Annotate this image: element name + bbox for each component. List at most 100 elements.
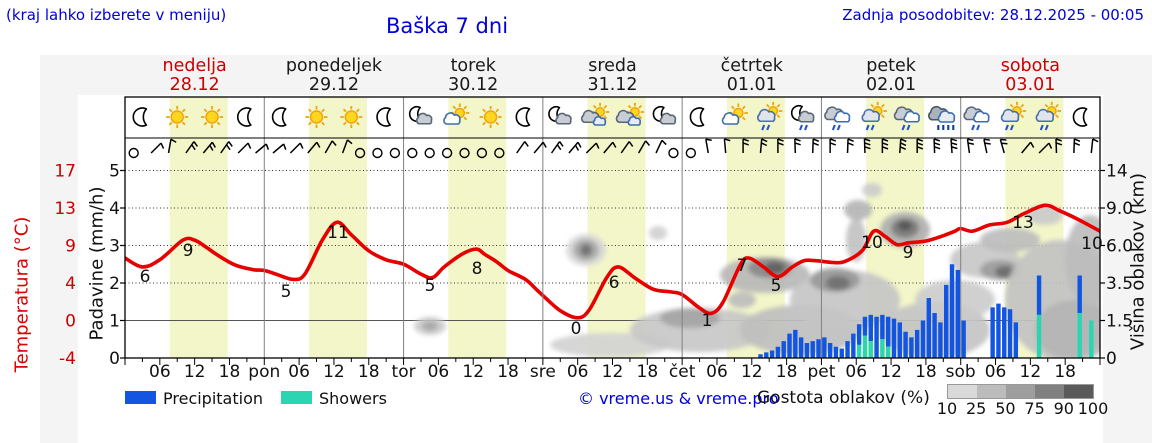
precip-bar xyxy=(990,307,995,358)
right-axis-band xyxy=(1103,55,1152,443)
wind-barb-icon xyxy=(916,138,924,153)
wind-barb-icon xyxy=(846,138,854,154)
x-axis-label: sob xyxy=(946,362,976,382)
cloud-scale-segment xyxy=(1006,385,1035,398)
precip-bar xyxy=(810,341,815,358)
moon-cloud-icon xyxy=(652,106,677,125)
sun-cloud-rain-icon xyxy=(861,101,887,131)
last-update: Zadnja posodobitev: 28.12.2025 - 00:05 xyxy=(842,6,1144,24)
cloud-scale-label: 25 xyxy=(966,399,987,418)
temp-point-label: 0 xyxy=(571,319,582,339)
moon-icon xyxy=(689,107,705,127)
wind-barb-icon xyxy=(585,142,600,154)
precip-bar xyxy=(839,348,844,358)
x-axis-label: 12 xyxy=(602,362,624,382)
sun-icon xyxy=(305,106,328,128)
day-date-label: 31.12 xyxy=(587,75,637,95)
moon-icon xyxy=(515,107,531,127)
sun-icon xyxy=(166,106,189,128)
precip-bar xyxy=(769,350,775,358)
sun-cloud-gray-icon xyxy=(615,102,645,126)
wind-barb-icon xyxy=(307,141,321,154)
wind-calm-icon xyxy=(354,147,366,159)
precip-bar xyxy=(1007,309,1013,358)
precip-bar xyxy=(938,322,943,358)
precip-bar xyxy=(787,333,792,358)
shower-bar xyxy=(885,346,891,358)
precip-bar xyxy=(868,314,873,342)
precip-bar xyxy=(775,346,781,358)
x-axis-label: 12 xyxy=(741,362,763,382)
wind-calm-icon xyxy=(459,147,470,159)
left-axis-band xyxy=(40,55,78,443)
daylight-band xyxy=(587,97,646,358)
wind-barb-icon xyxy=(1055,138,1063,154)
cloud-density-scale xyxy=(947,384,1094,399)
precip-bar xyxy=(949,264,955,358)
shower-bar xyxy=(1036,314,1042,358)
copyright-link[interactable]: © vreme.us & vreme.pro xyxy=(578,389,779,408)
wind-calm-icon xyxy=(476,147,488,159)
day-name-label: torek xyxy=(451,56,497,76)
daylight-band xyxy=(448,97,507,358)
temperature-curve xyxy=(125,203,1100,320)
cloud-scale-segment xyxy=(1064,385,1093,398)
precip-bar xyxy=(874,316,879,358)
precipitation-bars xyxy=(758,264,1094,358)
wind-barb-icon xyxy=(863,138,871,154)
shower-bar xyxy=(868,341,873,358)
x-axis-label: 18 xyxy=(219,362,241,382)
temp-point-label: 10 xyxy=(861,233,883,253)
wind-barb-icon xyxy=(933,138,941,154)
temp-point-label: 6 xyxy=(140,267,151,287)
precip-bar xyxy=(862,316,868,336)
day-date-label: 01.01 xyxy=(727,75,777,95)
precip-bar xyxy=(1036,275,1042,315)
cloud-heavy-rain-icon xyxy=(928,105,956,130)
wind-barb-icon xyxy=(950,138,958,154)
day-date-label: 02.01 xyxy=(866,75,916,95)
sun-icon xyxy=(479,106,502,128)
precip-bar xyxy=(781,341,786,358)
temp-point-label: 10 xyxy=(1081,234,1103,254)
day-name-label: nedelja xyxy=(163,56,227,76)
x-axis-label: 06 xyxy=(428,362,450,382)
wind-barb-icon xyxy=(1090,138,1099,154)
temp-point-label: 11 xyxy=(327,223,349,243)
wind-barb-icon xyxy=(341,139,353,154)
shower-bar xyxy=(856,344,862,358)
precip-bar xyxy=(793,329,798,358)
x-axis-label: 12 xyxy=(184,362,206,382)
daylight-band xyxy=(308,97,368,358)
temperature-tick-label: 17 xyxy=(54,162,76,182)
wind-calm-icon xyxy=(685,147,697,159)
temperature-tick-label: 13 xyxy=(54,199,76,219)
wind-barb-icon xyxy=(1021,141,1035,154)
shower-bar xyxy=(862,335,868,358)
x-axis-label: 12 xyxy=(1020,362,1042,382)
wind-barb-icon xyxy=(516,141,529,154)
cloud-height-tick-label: 0 xyxy=(1106,349,1117,369)
cloud-rain-icon xyxy=(824,106,851,131)
wind-barb-icon xyxy=(983,138,991,154)
precip-bar xyxy=(816,339,821,358)
wind-calm-icon xyxy=(424,147,435,159)
moon-cloud-icon xyxy=(548,106,572,125)
sun-icon xyxy=(201,106,224,128)
wind-calm-icon xyxy=(441,147,453,159)
x-axis-label: 06 xyxy=(288,362,310,382)
wind-calm-icon xyxy=(389,147,401,159)
wind-barb-icon xyxy=(705,138,712,154)
cloud-height-tick-label: 3.5 xyxy=(1106,274,1133,294)
moon-icon xyxy=(271,107,287,127)
precipitation-tick-label: 5 xyxy=(109,162,120,182)
temp-point-label: 5 xyxy=(771,276,782,296)
temperature-tick-label: 0 xyxy=(65,312,76,332)
x-axis-label: 12 xyxy=(880,362,902,382)
cloud-scale-segment xyxy=(948,385,977,398)
x-axis-label: pet xyxy=(807,362,835,382)
wind-barb-icon xyxy=(881,138,889,153)
precip-bar xyxy=(758,354,763,358)
wind-barb-icon xyxy=(637,140,651,154)
